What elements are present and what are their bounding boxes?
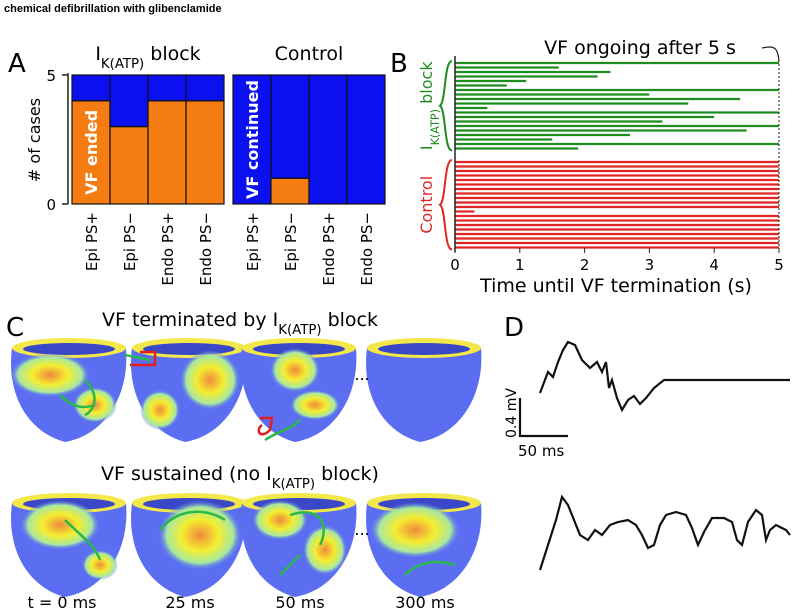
x-tick-label: Epi PS+	[244, 212, 262, 271]
row-title-part: block	[322, 309, 378, 331]
time-label: 25 ms	[165, 593, 214, 612]
x-tick-label: Epi PS+	[83, 212, 101, 271]
x-tick-label: Epi PS−	[282, 212, 300, 271]
panel-letter: B	[390, 49, 408, 79]
group-label-part: Control	[417, 176, 436, 234]
group-title-part: Control	[275, 43, 344, 65]
series-label: VF continued	[243, 80, 262, 199]
row-title: VF sustained (no IK(ATP) block)	[101, 463, 379, 492]
caption: chemical defibrillation with glibenclami…	[4, 3, 222, 15]
x-tick-label: Epi PS−	[121, 212, 139, 271]
annotation-arrow	[761, 46, 780, 63]
bar-segment	[232, 74, 272, 205]
bar-segment	[71, 74, 111, 102]
y-axis-label: # of cases	[25, 98, 44, 182]
bar-segment	[185, 100, 225, 205]
bar-segment	[185, 74, 225, 102]
group-label-part: K(ATP)	[429, 109, 442, 145]
time-label: 300 ms	[395, 593, 455, 612]
row-title: VF terminated by IK(ATP) block	[102, 309, 378, 338]
row-title-part: VF terminated by I	[102, 309, 278, 331]
y-tick-label: 0	[46, 196, 56, 214]
x-tick-label: 5	[774, 256, 784, 274]
group-title-part: block	[144, 43, 200, 65]
bar-segment	[270, 177, 310, 205]
group-label-part: I	[417, 145, 436, 150]
scale-x-label: 50 ms	[518, 442, 564, 460]
ellipsis: ...	[354, 365, 369, 384]
x-tick-label: 0	[450, 256, 460, 274]
x-tick-label: Endo PS+	[320, 212, 338, 286]
group-label-part: block	[417, 61, 436, 109]
x-tick-label: Endo PS−	[358, 212, 376, 286]
group-title-part: K(ATP)	[101, 57, 144, 72]
panel-letter: A	[8, 49, 26, 79]
brace	[438, 159, 453, 251]
ellipsis: ...	[354, 520, 369, 539]
bar-segment	[308, 74, 348, 205]
group-label: IK(ATP) block	[417, 61, 442, 150]
x-axis-label: Time until VF termination (s)	[479, 275, 752, 297]
annotation: VF ongoing after 5 s	[544, 37, 736, 59]
y-tick-label: 5	[46, 67, 56, 85]
x-tick-label: 3	[645, 256, 655, 274]
scale-y-label: 0.4 mV	[504, 388, 520, 438]
bar-segment	[346, 74, 386, 205]
x-tick-label: Endo PS+	[159, 212, 177, 286]
panel-letter: D	[504, 313, 524, 343]
bar-segment	[109, 125, 149, 205]
x-tick-label: Endo PS−	[197, 212, 215, 286]
bar-segment	[270, 74, 310, 179]
group-title: IK(ATP) block	[95, 43, 200, 72]
group-title-part: I	[95, 43, 101, 65]
series-label: VF ended	[82, 110, 101, 195]
bar-segment	[147, 100, 187, 205]
group-label: Control	[417, 176, 436, 234]
panel-letter: C	[6, 313, 24, 343]
row-title-part: K(ATP)	[278, 323, 321, 338]
row-title-part: K(ATP)	[272, 477, 315, 492]
x-tick-label: 4	[709, 256, 719, 274]
heart-images	[10, 338, 482, 597]
brace	[438, 60, 453, 152]
bar-segment	[109, 74, 149, 128]
x-tick-label: 1	[515, 256, 525, 274]
row-title-part: block)	[315, 463, 379, 485]
voltage-traces	[518, 340, 791, 571]
row-title-part: VF sustained (no I	[101, 463, 272, 485]
time-label: 50 ms	[275, 593, 324, 612]
time-label: t = 0 ms	[27, 593, 96, 612]
bar-segment	[147, 74, 187, 102]
group-title: Control	[275, 43, 344, 65]
x-tick-label: 2	[580, 256, 590, 274]
